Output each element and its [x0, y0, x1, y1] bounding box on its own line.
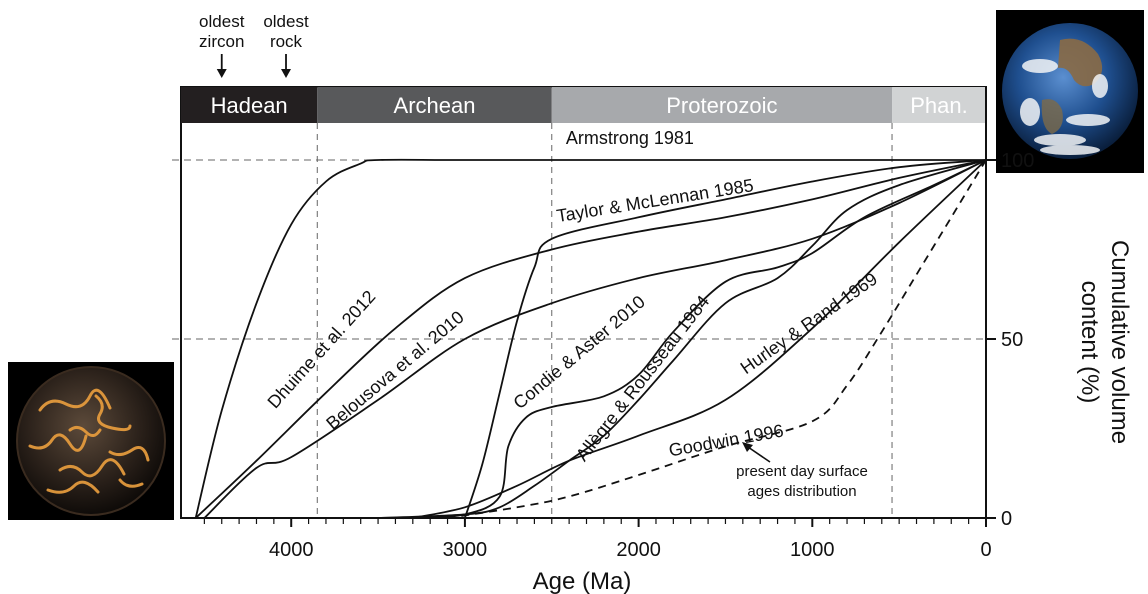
- oldest-zircon-arrow-head: [216, 69, 227, 78]
- y-axis-label-line1: Cumulative volume: [1106, 240, 1133, 444]
- series-label-armstrong-1981: Armstrong 1981: [566, 128, 694, 148]
- series-line-condie-aster-2010: [412, 159, 987, 519]
- hadean-earth-image: [8, 362, 174, 520]
- series-line-all-gre-rousseau-1984: [378, 159, 987, 519]
- x-tick-label: 3000: [443, 539, 488, 561]
- y-tick-label: 100: [1001, 150, 1034, 172]
- eon-band-archean: [317, 87, 552, 123]
- oldest-rock-arrow-head: [281, 69, 292, 78]
- eon-band-phan: [892, 87, 986, 123]
- eon-label: Phan.: [910, 93, 968, 118]
- series-line-armstrong-1981: [194, 158, 986, 519]
- x-axis-label: Age (Ma): [533, 568, 632, 594]
- present-day-arrow-shaft: [747, 446, 771, 463]
- present-day-label: ages distribution: [747, 483, 856, 500]
- axes: 4000 3000 2000 1000 00 50 100: [181, 87, 1034, 561]
- series-label-goodwin-1996: Goodwin 1996: [667, 421, 785, 461]
- oldest-zircon-label: zircon: [199, 32, 244, 51]
- x-tick-label: 1000: [790, 539, 835, 561]
- series-line-hurley-rand-1969: [412, 159, 987, 519]
- y-tick-label: 50: [1001, 329, 1023, 351]
- oldest-rock-label: oldest: [263, 12, 309, 31]
- eon-label: Archean: [394, 93, 476, 118]
- present-day-label: present day surface: [736, 463, 868, 480]
- x-tick-label: 4000: [269, 539, 314, 561]
- present-day-arrow-head: [742, 442, 753, 452]
- modern-earth-image: [996, 10, 1144, 173]
- series-label-hurley-rand-1969: Hurley & Rand 1969: [737, 269, 881, 378]
- oldest-rock-label: rock: [270, 32, 303, 51]
- eon-band-proterozoic: [551, 87, 893, 123]
- series-line-belousova-et-al-2010: [203, 159, 987, 519]
- series-line-goodwin-1996: [447, 159, 987, 519]
- series-label-taylor-mclennan-1985: Taylor & McLennan 1985: [555, 175, 755, 226]
- eon-label: Hadean: [211, 93, 288, 118]
- series-layer: [194, 158, 987, 519]
- y-axis-label-line2: content (%): [1076, 281, 1103, 404]
- y-tick-label: 0: [1001, 508, 1012, 530]
- x-tick-label: 0: [980, 539, 991, 561]
- eon-band-hadean: [181, 87, 318, 123]
- series-line-taylor-mclennan-1985: [464, 159, 987, 519]
- eon-bar: Hadean Archean Proterozoic Phan.: [181, 87, 986, 123]
- x-tick-label: 2000: [616, 539, 661, 561]
- oldest-zircon-label: oldest: [199, 12, 245, 31]
- y-axis-label: Cumulative volume content (%): [1076, 240, 1133, 444]
- eon-label: Proterozoic: [666, 93, 777, 118]
- series-line-dhuime-et-al-2012: [195, 159, 987, 519]
